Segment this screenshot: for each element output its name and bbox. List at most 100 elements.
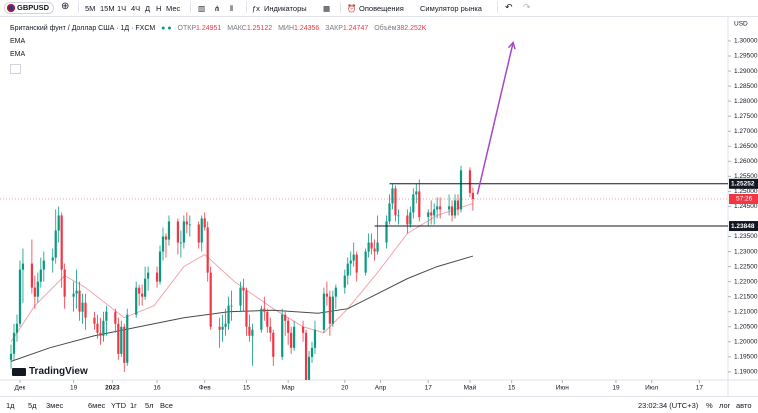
indicators-icon[interactable]: ƒx: [252, 4, 260, 13]
candle-body: [141, 293, 144, 297]
indicators-button[interactable]: Индикаторы: [264, 4, 307, 13]
range-button[interactable]: 6мес: [88, 401, 106, 410]
candle-body: [251, 329, 254, 336]
candle-body: [63, 269, 66, 297]
x-tick-label: 20: [341, 385, 349, 392]
candle-body: [343, 275, 346, 288]
candle-body: [60, 215, 63, 270]
y-tick-label: 1.24500: [734, 203, 758, 210]
indicator-legend[interactable]: EMA: [10, 51, 26, 58]
candle-body: [272, 332, 275, 357]
countdown-tag: [729, 193, 758, 204]
y-tick-label: 1.27000: [734, 128, 758, 135]
collapse-button[interactable]: [10, 64, 21, 74]
candle-body: [84, 302, 87, 318]
auto-toggle[interactable]: авто: [736, 401, 752, 410]
candle-body: [406, 215, 409, 225]
candle-body: [135, 287, 138, 315]
compare-icon[interactable]: ⋔: [214, 4, 221, 13]
symbol-title: Британский фунт / Доллар США · 1Д · FXCM: [10, 25, 156, 32]
y-tick-label: 1.20500: [734, 323, 758, 330]
interval[interactable]: 5М: [85, 4, 96, 13]
candle-body: [415, 191, 418, 195]
range-button[interactable]: 1г: [130, 401, 137, 410]
y-tick-label: 1.19500: [734, 354, 758, 361]
candle-body: [120, 326, 123, 354]
candle-body: [33, 287, 36, 297]
candle-body: [197, 224, 200, 243]
chart-type-icon[interactable]: ▥: [198, 4, 206, 13]
candle-body: [260, 308, 263, 330]
x-tick-label: 2023: [105, 385, 120, 392]
symbol-button[interactable]: GBPUSD: [4, 2, 55, 14]
range-button[interactable]: Все: [160, 401, 173, 410]
range-button[interactable]: 3мес: [46, 401, 64, 410]
range-button[interactable]: 5л: [145, 401, 154, 410]
indicator-legend[interactable]: EMA: [10, 38, 26, 45]
range-button[interactable]: 5д: [28, 401, 37, 410]
candle-body: [30, 263, 33, 288]
candle-body: [185, 221, 188, 225]
candle-body: [242, 287, 245, 291]
interval[interactable]: Н: [156, 4, 162, 13]
candle-body: [427, 212, 430, 217]
ema-line: [10, 255, 474, 362]
interval[interactable]: 4Ч: [131, 4, 141, 13]
clock[interactable]: 23:02:34 (UTC+3): [638, 401, 699, 410]
candle-body: [409, 212, 412, 225]
axes: 1.19000 1.19500 1.20000 1.20500 1.21000 1.215…: [15, 38, 758, 392]
candle-body: [200, 218, 203, 243]
interval[interactable]: Д: [145, 4, 151, 13]
candle-body: [12, 332, 16, 354]
range-button[interactable]: YTD: [111, 401, 126, 410]
add-symbol[interactable]: ⊕: [61, 1, 70, 12]
candle-body: [325, 293, 328, 297]
ema-line: [10, 202, 474, 343]
x-tick-label: 16: [153, 385, 161, 392]
watermark: TradingView: [12, 366, 88, 377]
candle-body: [158, 251, 162, 282]
percent-toggle[interactable]: %: [706, 401, 713, 410]
range-button[interactable]: 1д: [6, 401, 15, 410]
separator: [246, 2, 247, 13]
candle-body: [349, 260, 352, 264]
candle-body: [388, 203, 391, 222]
candle-body: [334, 287, 337, 297]
alert-icon[interactable]: ⏰: [347, 4, 357, 13]
bars-icon[interactable]: ⫴: [230, 4, 234, 13]
candle-body: [284, 314, 287, 321]
interval[interactable]: 15М: [100, 4, 115, 13]
high-label: МАКС: [227, 25, 247, 32]
redo[interactable]: ↷: [523, 2, 531, 12]
candle-body: [57, 215, 60, 231]
log-toggle[interactable]: лог: [719, 401, 731, 410]
candle-body: [307, 356, 311, 380]
candle-body: [81, 302, 84, 312]
candle-body: [430, 212, 433, 216]
y-tick-label: 1.22000: [734, 278, 758, 285]
x-tick-label: Дек: [15, 385, 26, 392]
undo[interactable]: ↶: [505, 2, 513, 12]
close-value: 1.24747: [342, 25, 369, 32]
replay-button[interactable]: Симулятор рынка: [420, 4, 482, 13]
candle-body: [397, 215, 400, 217]
candle-body: [206, 227, 209, 273]
x-tick-label: Июн: [556, 385, 570, 392]
candle-body: [21, 263, 25, 270]
currency[interactable]: USD: [734, 21, 748, 28]
candle-body: [188, 224, 191, 226]
candle-body: [471, 192, 475, 199]
candle-body: [117, 323, 120, 354]
alerts-button[interactable]: Оповещения: [359, 4, 404, 13]
candle-body: [310, 347, 314, 357]
x-tick-label: Май: [464, 384, 477, 392]
templates-icon[interactable]: ▦: [323, 4, 331, 13]
y-tick-label: 1.26000: [734, 158, 758, 165]
candle-body: [161, 236, 165, 252]
x-tick-label: 15: [243, 385, 251, 392]
interval[interactable]: Мес: [166, 4, 181, 13]
logo-icon: [12, 367, 26, 376]
interval[interactable]: 1Ч: [117, 4, 127, 13]
candle-body: [179, 242, 182, 244]
